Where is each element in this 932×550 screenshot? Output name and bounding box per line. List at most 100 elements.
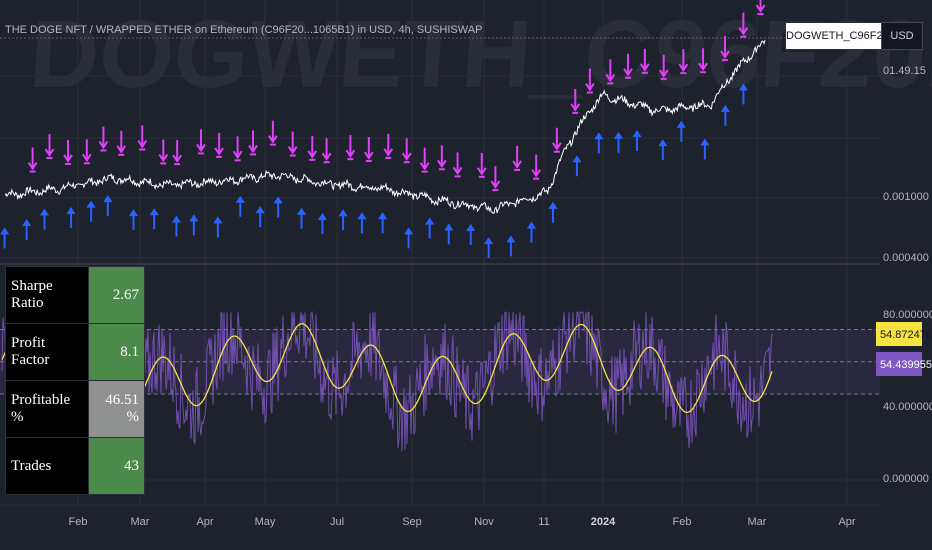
osc-value-label: 54.872470 — [880, 329, 932, 341]
sell-signal-arrow — [287, 131, 298, 157]
buy-signal-arrow — [572, 155, 582, 177]
buy-signal-arrow — [213, 216, 223, 238]
buy-signal-arrow — [235, 195, 245, 217]
sell-signal-arrow — [490, 166, 501, 192]
buy-signal-arrow — [548, 201, 558, 223]
time-axis-label: Sep — [402, 516, 422, 528]
time-axis-label: 2024 — [591, 516, 616, 528]
price-line — [4, 40, 766, 215]
metrics-row: Profit Factor 8.1 — [5, 323, 145, 381]
sell-signal-arrow — [137, 125, 148, 151]
osc-value-label-bg — [876, 352, 922, 376]
sell-signal-arrow — [452, 152, 463, 178]
time-axis-label: Apr — [838, 516, 855, 528]
price-axis-label: 01.49.15 — [883, 65, 926, 77]
buy-signal-arrow — [149, 208, 159, 230]
price-axis-label: 0.001000 — [883, 191, 929, 203]
buy-signal-arrow — [739, 83, 748, 105]
metric-value: 8.1 — [88, 323, 145, 381]
buy-signal-arrow — [527, 221, 536, 243]
sell-signal-arrow — [585, 68, 595, 94]
buy-signal-arrow — [378, 212, 388, 234]
metrics-row: Profitable % 46.51 % — [5, 380, 145, 438]
sell-signal-arrow — [214, 132, 224, 158]
chart-title: THE DOGE NFT / WRAPPED ETHER on Ethereum… — [5, 24, 483, 36]
sell-signal-arrow — [720, 36, 730, 62]
buy-signal-arrow — [658, 139, 668, 161]
symbol-price-label[interactable]: DOGWETH_C96F20.USD — [785, 22, 915, 50]
time-axis-label: 11 — [538, 516, 549, 528]
buy-signal-arrow — [66, 207, 76, 228]
buy-signal-arrow — [614, 131, 623, 153]
sell-signal-arrow — [345, 135, 356, 161]
sell-signal-arrow — [44, 134, 55, 160]
osc-axis-label: 40.000000 — [883, 401, 932, 413]
sell-signal-arrow — [98, 126, 109, 152]
time-axis-label: May — [255, 516, 276, 528]
sell-signal-arrow — [570, 88, 581, 114]
sell-signal-arrow — [172, 140, 182, 166]
time-axis-label: Feb — [69, 516, 88, 528]
metric-value: 43 — [88, 437, 145, 495]
buy-signal-arrow — [357, 212, 367, 234]
buy-signal-arrow — [273, 196, 283, 218]
sell-signal-arrow — [552, 127, 562, 153]
buy-signal-arrow — [444, 223, 454, 245]
buy-signal-arrow — [425, 217, 435, 239]
osc-axis-label: 80.000000 — [883, 309, 932, 321]
sell-signal-arrow — [476, 152, 487, 178]
sell-signal-arrow — [658, 54, 669, 80]
sell-signal-arrow — [738, 12, 749, 38]
sell-signal-arrow — [63, 139, 73, 165]
time-axis-label: Mar — [748, 516, 767, 528]
time-axis-label: Mar — [131, 516, 150, 528]
buy-signal-arrow — [466, 224, 476, 245]
sell-signal-arrow — [419, 147, 430, 173]
metric-label: Trades — [5, 437, 89, 495]
sell-signal-arrow — [401, 138, 412, 164]
metrics-row: Trades 43 — [5, 437, 145, 495]
buy-signal-arrow — [338, 209, 348, 231]
sell-signal-arrow — [116, 130, 127, 156]
currency-button[interactable]: USD — [881, 22, 923, 50]
time-axis-label: Apr — [196, 516, 213, 528]
buy-signal-arrow — [720, 104, 730, 126]
buy-signal-arrow — [0, 227, 9, 249]
price-axis-label: 0.000400 — [883, 252, 929, 264]
sell-signal-arrow — [321, 138, 332, 164]
buy-signal-arrow — [297, 207, 306, 229]
sell-signal-arrow — [531, 154, 542, 180]
buy-signal-arrow — [255, 206, 265, 228]
sell-signal-arrow — [196, 129, 206, 155]
metric-label: Profit Factor — [5, 323, 89, 381]
sell-signal-arrow — [437, 145, 447, 171]
buy-signal-arrow — [103, 195, 113, 217]
buy-signal-arrow — [86, 200, 96, 222]
time-axis-label: Nov — [474, 516, 494, 528]
buy-signal-arrow — [506, 235, 516, 257]
sell-signal-arrow — [605, 59, 616, 85]
time-axis-label: Feb — [673, 516, 692, 528]
metrics-row: Sharpe Ratio 2.67 — [5, 266, 145, 324]
metrics-table: Sharpe Ratio 2.67 Profit Factor 8.1 Profit… — [5, 266, 145, 495]
buy-signal-arrow — [594, 132, 604, 154]
buy-signal-arrow — [676, 120, 686, 142]
metric-value: 2.67 — [88, 266, 145, 324]
sell-signal-arrow — [232, 136, 243, 162]
time-axis-label: Jul — [330, 516, 344, 528]
sell-signal-arrow — [248, 130, 258, 156]
buy-signal-arrow — [22, 219, 32, 241]
metric-label: Sharpe Ratio — [5, 266, 89, 324]
sell-signal-arrow — [27, 147, 38, 173]
sell-signal-arrow — [678, 49, 689, 75]
sell-signal-arrow — [307, 135, 318, 161]
sell-signal-arrow — [268, 120, 278, 146]
osc-value-label-bg — [876, 322, 922, 346]
sell-signal-arrow — [383, 133, 394, 159]
buy-signal-arrow — [318, 213, 327, 234]
sell-signal-arrow — [81, 139, 92, 165]
sell-signal-arrow — [639, 48, 650, 74]
buy-signal-arrow — [129, 209, 138, 231]
